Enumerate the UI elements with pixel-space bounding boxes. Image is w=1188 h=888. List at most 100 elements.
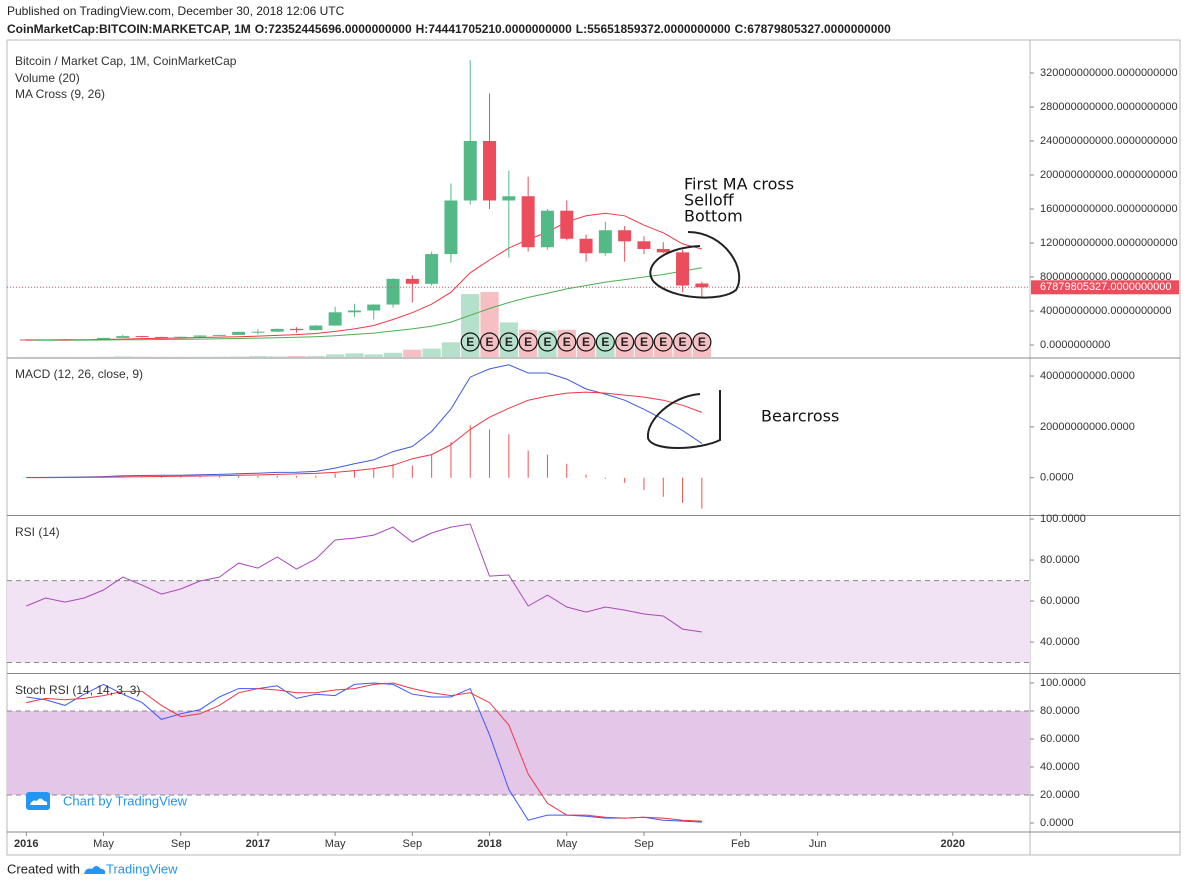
- candle-body: [637, 241, 651, 249]
- footer-created: Created with: [7, 861, 80, 876]
- candle-body: [405, 278, 419, 284]
- y-tick-label: 0.0000000000: [1040, 339, 1110, 351]
- y-tick-label: 100.0000: [1040, 677, 1086, 689]
- y-tick-label: 20000000000.0000: [1040, 421, 1135, 433]
- header-text: L:: [576, 22, 587, 36]
- candle-body: [444, 200, 458, 255]
- header-text: H:: [416, 22, 429, 36]
- event-marker: [499, 332, 519, 352]
- y-tick-label: 120000000000.0000000000: [1040, 237, 1178, 249]
- event-label: E: [659, 335, 667, 349]
- annotation: Bearcross: [761, 407, 839, 426]
- y-tick-label: 40.0000: [1040, 761, 1080, 773]
- watermark: Chart by TradingView: [26, 792, 188, 810]
- x-tick-label: May: [556, 838, 577, 850]
- candle-body: [174, 336, 188, 338]
- candle-body: [695, 283, 709, 288]
- candle-body: [328, 312, 342, 326]
- header-text: C:: [735, 22, 748, 36]
- pane-content: [25, 364, 703, 509]
- series-line: [26, 523, 702, 633]
- volume-bar: [306, 356, 325, 357]
- event-label: E: [486, 335, 494, 349]
- event-label: E: [679, 335, 687, 349]
- event-marker: [634, 332, 654, 352]
- y-tick-label: 240000000000.0000000000: [1040, 135, 1178, 147]
- candle-body: [97, 337, 111, 340]
- y-tick-label: 200000000000.0000000000: [1040, 169, 1178, 181]
- x-tick-label: Sep: [171, 838, 191, 850]
- event-label: E: [543, 335, 551, 349]
- volume-bar: [248, 356, 268, 357]
- candle-body: [656, 248, 670, 253]
- x-tick-label: May: [93, 838, 114, 850]
- volume-bar: [325, 354, 345, 357]
- candle-body: [270, 328, 284, 332]
- published-line: Published on TradingView.com, December 3…: [7, 4, 345, 18]
- event-label: E: [466, 335, 474, 349]
- header-text: CoinMarketCap:BITCOIN:MARKETCAP, 1M: [7, 22, 251, 36]
- candle-body: [367, 304, 381, 311]
- candle-body: [540, 210, 554, 248]
- y-tick-label: 40000000000.0000000000: [1040, 305, 1172, 317]
- footer-logo: [84, 866, 106, 874]
- x-tick-label: Sep: [403, 838, 423, 850]
- candle-body: [386, 278, 400, 305]
- event-marker: [479, 332, 500, 352]
- event-marker: [692, 332, 712, 352]
- footer-brand: TradingView: [106, 861, 178, 876]
- x-tick-label: 2020: [941, 838, 965, 850]
- candle-body: [618, 230, 632, 242]
- event-label: E: [524, 335, 532, 349]
- plot-area: E E E E E E E E E E E E E 0.0000000000 40000000000.000…: [7, 60, 1179, 850]
- symbol-line: CoinMarketCap:BITCOIN:MARKETCAP, 1M O: 723…: [7, 22, 891, 36]
- x-tick-label: Sep: [634, 838, 654, 850]
- event-label: E: [563, 335, 571, 349]
- candle-body: [135, 336, 149, 338]
- candle-body: [502, 196, 516, 201]
- candle-body: [58, 339, 72, 341]
- header-text: 72352445696.0000000000: [268, 22, 412, 36]
- candle-body: [232, 331, 246, 335]
- pane-content: [7, 523, 1030, 664]
- volume-bar: [345, 353, 364, 357]
- candle-body: [425, 254, 439, 284]
- y-tick-label: 80000000000.0000000000: [1040, 271, 1172, 283]
- y-tick-label: 40000000000.0000: [1040, 370, 1135, 382]
- y-tick-label: 40.0000: [1040, 636, 1080, 648]
- volume-bar: [268, 356, 287, 357]
- series-line: [26, 682, 702, 822]
- candle-body: [290, 328, 304, 331]
- volume-legend: Volume (20): [15, 71, 80, 85]
- candle-body: [39, 339, 53, 341]
- event-label: E: [640, 335, 648, 349]
- candle-body: [463, 140, 477, 201]
- volume-bar: [403, 349, 422, 357]
- y-tick-label: 80.0000: [1040, 554, 1080, 566]
- hand-drawn-circle: [649, 231, 741, 299]
- event-label: E: [582, 335, 590, 349]
- candle-body: [193, 335, 207, 337]
- candle-body: [676, 252, 690, 286]
- series-line: [26, 391, 703, 479]
- pane-content: [7, 682, 1030, 823]
- candle-body: [347, 310, 361, 313]
- volume-bar: [229, 356, 248, 357]
- event-marker: [537, 332, 558, 352]
- y-tick-label: 80.0000: [1040, 705, 1080, 717]
- band-fill: [7, 710, 1030, 796]
- header-text: 74441705210.0000000000: [428, 22, 572, 36]
- pane: 0.0000 20.0000 40.0000 60.0000 80.0000 100.00…: [7, 677, 1086, 850]
- event-marker: [595, 332, 615, 352]
- candle-body: [579, 238, 593, 254]
- x-tick-label: 2016: [14, 838, 38, 850]
- volume-bar: [383, 352, 403, 357]
- y-tick-label: 320000000000.0000000000: [1040, 67, 1178, 79]
- y-tick-label: 280000000000.0000000000: [1040, 101, 1178, 113]
- header-text: O:: [255, 22, 268, 36]
- main-legend: Bitcoin / Market Cap, 1M, CoinMarketCap: [15, 54, 237, 68]
- event-label: E: [698, 335, 706, 349]
- series-line: [26, 364, 703, 478]
